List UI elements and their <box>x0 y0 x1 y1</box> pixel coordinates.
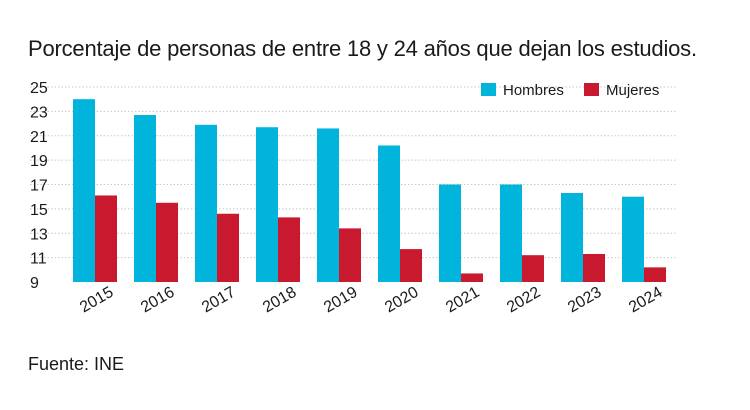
bar-hombres-2023 <box>561 193 583 282</box>
bar-mujeres-2019 <box>339 228 361 282</box>
y-tick-label: 13 <box>30 226 48 243</box>
y-tick-label: 25 <box>30 80 48 97</box>
y-tick-label: 11 <box>30 251 47 268</box>
bar-mujeres-2023 <box>583 253 605 282</box>
y-axis-ticks: 9 11 13 15 17 19 21 23 25 <box>30 80 48 292</box>
chart-title: Porcentaje de personas de entre 18 y 24 … <box>28 36 697 61</box>
bar-mujeres-2024 <box>644 267 666 282</box>
bar-mujeres-2016 <box>156 202 178 282</box>
legend-label-hombres: Hombres <box>503 82 564 99</box>
bar-hombres-2015 <box>73 99 95 282</box>
legend: Hombres Mujeres <box>481 82 659 99</box>
y-tick-label: 23 <box>30 104 48 121</box>
legend-swatch-mujeres <box>584 83 599 96</box>
bar-hombres-2016 <box>134 115 156 282</box>
bar-mujeres-2021 <box>461 273 483 282</box>
x-tick-label: 2022 <box>504 284 543 317</box>
x-tick-label: 2020 <box>382 284 421 317</box>
x-tick-label: 2018 <box>260 284 299 317</box>
x-tick-label: 2019 <box>321 284 360 317</box>
bar-mujeres-2020 <box>400 249 422 282</box>
bar-hombres-2022 <box>500 184 522 282</box>
x-tick-label: 2017 <box>199 284 238 317</box>
bar-mujeres-2015 <box>95 195 117 282</box>
bar-mujeres-2022 <box>522 255 544 282</box>
bar-hombres-2020 <box>378 145 400 282</box>
bars <box>73 99 666 282</box>
x-tick-label: 2016 <box>138 284 177 317</box>
source-note: Fuente: INE <box>28 354 125 374</box>
y-tick-label: 9 <box>30 275 39 292</box>
x-tick-label: 2021 <box>443 284 482 317</box>
bar-mujeres-2018 <box>278 217 300 282</box>
x-axis-ticks: 2015 2016 2017 2018 2019 2020 2021 2022 2023 2024 <box>77 284 665 317</box>
y-tick-label: 19 <box>30 153 48 170</box>
bar-hombres-2018 <box>256 127 278 282</box>
bar-mujeres-2017 <box>217 213 239 282</box>
legend-label-mujeres: Mujeres <box>606 82 659 99</box>
legend-swatch-hombres <box>481 83 496 96</box>
x-tick-label: 2015 <box>77 284 116 317</box>
bar-hombres-2019 <box>317 128 339 282</box>
bar-hombres-2024 <box>622 196 644 282</box>
y-tick-label: 21 <box>30 129 48 146</box>
bar-hombres-2021 <box>439 184 461 282</box>
bar-hombres-2017 <box>195 124 217 282</box>
x-tick-label: 2024 <box>626 284 665 317</box>
x-tick-label: 2023 <box>565 284 604 317</box>
y-tick-label: 15 <box>30 202 48 219</box>
y-tick-label: 17 <box>30 178 48 195</box>
